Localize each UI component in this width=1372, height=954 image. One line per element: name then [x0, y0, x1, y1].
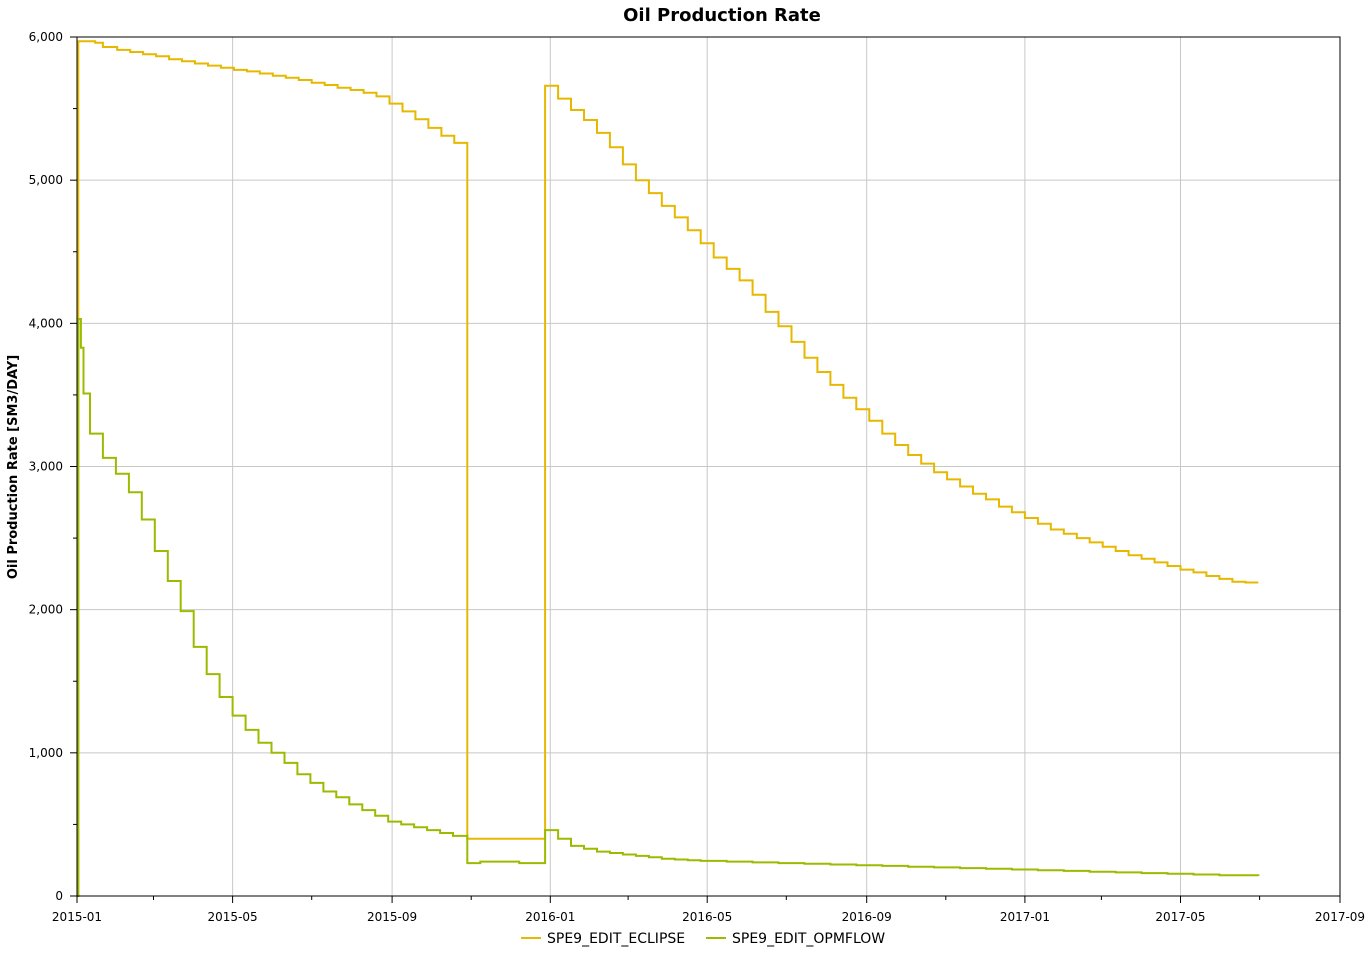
x-tick-label: 2015-09: [367, 910, 417, 924]
x-tick-label: 2015-01: [52, 910, 102, 924]
y-tick-label: 2,000: [29, 603, 63, 617]
chart-title: Oil Production Rate: [623, 5, 821, 26]
y-tick-label: 6,000: [29, 30, 63, 44]
y-tick-label: 3,000: [29, 460, 63, 474]
y-tick-label: 4,000: [29, 316, 63, 330]
x-tick-label: 2015-05: [208, 910, 258, 924]
y-axis-label: Oil Production Rate [SM3/DAY]: [6, 355, 21, 579]
y-tick-label: 0: [55, 889, 63, 903]
axes: 0 1,000 2,000 3,000 4,000 5,000 6,000 2015-01 20…: [29, 30, 1365, 924]
series-line-0: [77, 40, 1259, 897]
legend-label: SPE9_EDIT_ECLIPSE: [547, 931, 685, 947]
y-tick-label: 5,000: [29, 173, 63, 187]
legend-label: SPE9_EDIT_OPMFLOW: [732, 931, 885, 947]
legend: SPE9_EDIT_ECLIPSE SPE9_EDIT_OPMFLOW: [521, 931, 885, 947]
x-tick-label: 2017-05: [1155, 910, 1205, 924]
grid-lines: [76, 36, 1341, 897]
y-tick-label: 1,000: [29, 746, 63, 760]
x-tick-label: 2016-05: [682, 910, 732, 924]
x-tick-label: 2016-09: [842, 910, 892, 924]
series-line-1: [77, 318, 1260, 897]
x-tick-label: 2017-01: [1000, 910, 1050, 924]
x-tick-label: 2017-09: [1315, 910, 1365, 924]
series-layer: [77, 40, 1260, 897]
x-tick-label: 2016-01: [525, 910, 575, 924]
